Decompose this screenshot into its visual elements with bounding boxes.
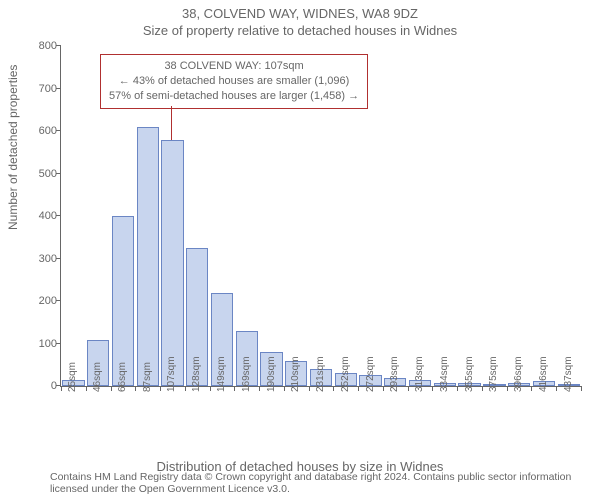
bar <box>161 140 183 387</box>
xtick-label: 25sqm <box>67 362 78 392</box>
ytick-mark <box>56 173 61 174</box>
xtick-label: 416sqm <box>538 356 549 392</box>
ytick-mark <box>56 215 61 216</box>
ytick-mark <box>56 343 61 344</box>
ytick-label: 600 <box>17 125 57 137</box>
xtick-mark <box>259 386 260 391</box>
xtick-mark <box>581 386 582 391</box>
bar-slot: 355sqm <box>457 46 482 386</box>
xtick-label: 231sqm <box>315 356 326 392</box>
xtick-mark <box>160 386 161 391</box>
xtick-label: 210sqm <box>290 356 301 392</box>
xtick-mark <box>185 386 186 391</box>
xtick-label: 272sqm <box>365 356 376 392</box>
footnote: Contains HM Land Registry data © Crown c… <box>50 471 590 496</box>
xtick-mark <box>556 386 557 391</box>
ytick-label: 0 <box>17 380 57 392</box>
bar <box>112 216 134 386</box>
ytick-label: 700 <box>17 83 57 95</box>
annotation-marker-line <box>171 106 172 140</box>
ytick-label: 500 <box>17 168 57 180</box>
xtick-label: 396sqm <box>513 356 524 392</box>
xtick-label: 149sqm <box>216 356 227 392</box>
xtick-mark <box>333 386 334 391</box>
bar-slot: 437sqm <box>556 46 581 386</box>
xtick-mark <box>482 386 483 391</box>
xtick-label: 252sqm <box>340 356 351 392</box>
xtick-mark <box>86 386 87 391</box>
xtick-label: 107sqm <box>166 356 177 392</box>
ytick-mark <box>56 88 61 89</box>
bar <box>137 127 159 386</box>
title-sub: Size of property relative to detached ho… <box>0 21 600 38</box>
ytick-label: 200 <box>17 295 57 307</box>
xtick-label: 66sqm <box>117 362 128 392</box>
ytick-label: 800 <box>17 40 57 52</box>
bar-slot: 396sqm <box>507 46 532 386</box>
xtick-label: 313sqm <box>414 356 425 392</box>
xtick-mark <box>135 386 136 391</box>
bar-slot: 334sqm <box>432 46 457 386</box>
xtick-mark <box>61 386 62 391</box>
chart-root: 38, COLVEND WAY, WIDNES, WA8 9DZ Size of… <box>0 0 600 500</box>
ytick-mark <box>56 45 61 46</box>
annotation-line: 38 COLVEND WAY: 107sqm <box>109 59 359 74</box>
xtick-mark <box>111 386 112 391</box>
xtick-mark <box>507 386 508 391</box>
xtick-mark <box>358 386 359 391</box>
xtick-label: 87sqm <box>142 362 153 392</box>
xtick-label: 46sqm <box>92 362 103 392</box>
xtick-mark <box>408 386 409 391</box>
bar-slot: 25sqm <box>61 46 86 386</box>
ytick-mark <box>56 258 61 259</box>
xtick-mark <box>234 386 235 391</box>
bar-slot: 375sqm <box>482 46 507 386</box>
annotation-line: ← 43% of detached houses are smaller (1,… <box>109 74 359 89</box>
xtick-mark <box>284 386 285 391</box>
bar-slot: 416sqm <box>532 46 557 386</box>
xtick-label: 128sqm <box>191 356 202 392</box>
xtick-label: 169sqm <box>241 356 252 392</box>
ytick-mark <box>56 300 61 301</box>
xtick-label: 437sqm <box>563 356 574 392</box>
xtick-mark <box>210 386 211 391</box>
ytick-label: 100 <box>17 338 57 350</box>
ytick-label: 300 <box>17 253 57 265</box>
xtick-label: 293sqm <box>389 356 400 392</box>
xtick-label: 334sqm <box>439 356 450 392</box>
xtick-label: 355sqm <box>464 356 475 392</box>
xtick-label: 190sqm <box>266 356 277 392</box>
annotation-line: 57% of semi-detached houses are larger (… <box>109 89 359 104</box>
bar-slot: 313sqm <box>408 46 433 386</box>
xtick-mark <box>531 386 532 391</box>
xtick-mark <box>432 386 433 391</box>
xtick-label: 375sqm <box>488 356 499 392</box>
ytick-label: 400 <box>17 210 57 222</box>
title-main: 38, COLVEND WAY, WIDNES, WA8 9DZ <box>0 0 600 21</box>
xtick-mark <box>457 386 458 391</box>
xtick-mark <box>383 386 384 391</box>
xtick-mark <box>309 386 310 391</box>
ytick-mark <box>56 130 61 131</box>
annotation-box: 38 COLVEND WAY: 107sqm← 43% of detached … <box>100 54 368 109</box>
bar-slot: 293sqm <box>383 46 408 386</box>
